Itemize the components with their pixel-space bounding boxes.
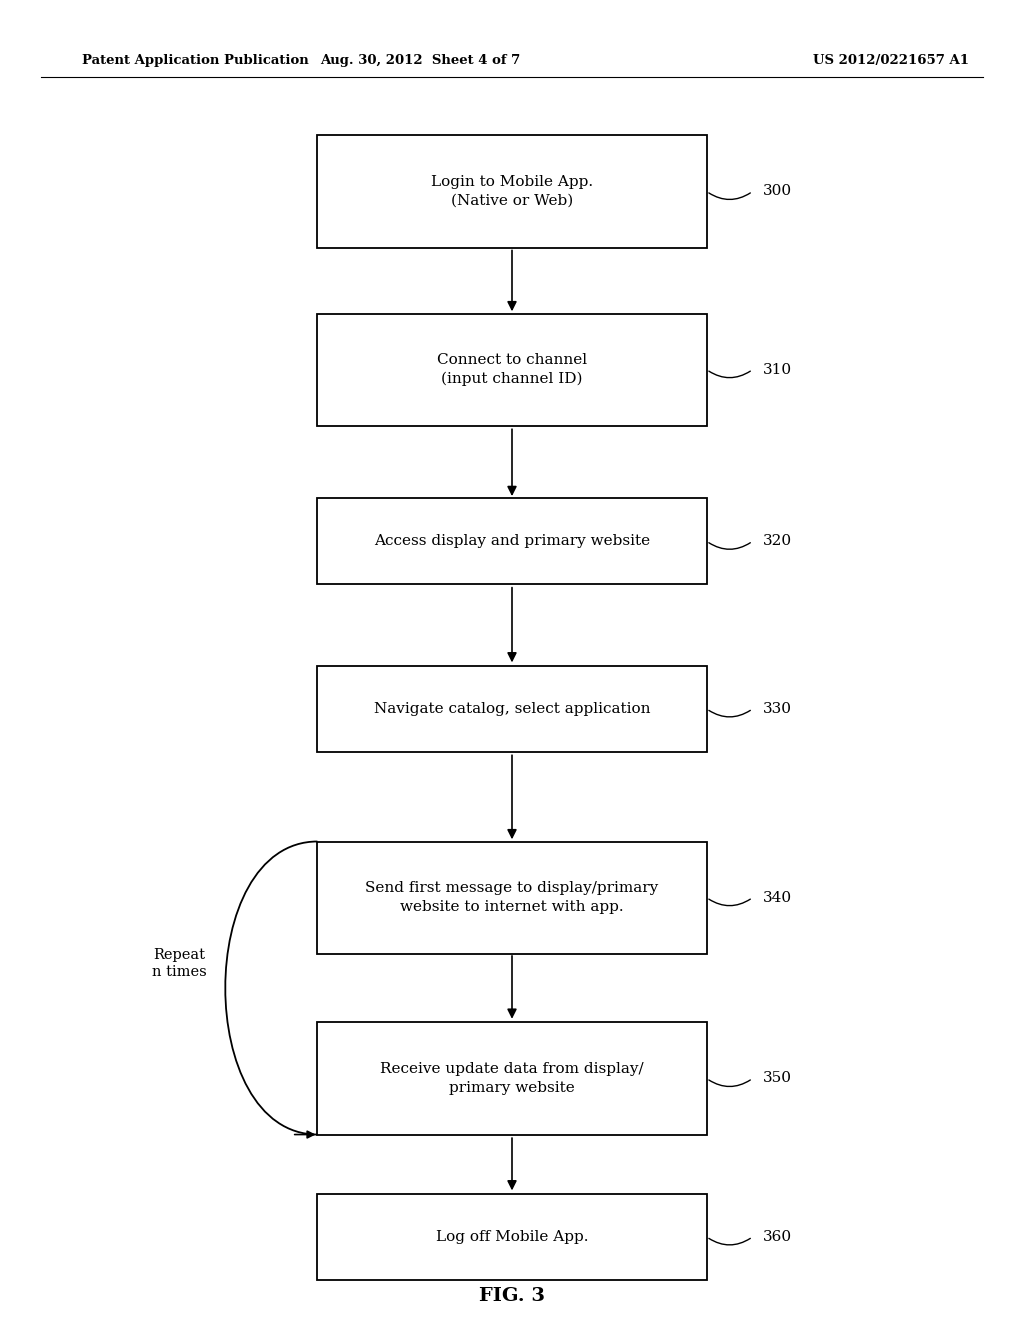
Text: 310: 310 (763, 363, 792, 376)
FancyBboxPatch shape (317, 1022, 707, 1135)
FancyBboxPatch shape (317, 498, 707, 583)
Text: 360: 360 (763, 1230, 792, 1243)
Text: Connect to channel
(input channel ID): Connect to channel (input channel ID) (437, 354, 587, 385)
Text: Access display and primary website: Access display and primary website (374, 535, 650, 548)
FancyBboxPatch shape (317, 667, 707, 752)
Text: Aug. 30, 2012  Sheet 4 of 7: Aug. 30, 2012 Sheet 4 of 7 (319, 54, 520, 67)
Text: Navigate catalog, select application: Navigate catalog, select application (374, 702, 650, 715)
Text: 340: 340 (763, 891, 792, 904)
FancyBboxPatch shape (317, 135, 707, 248)
Text: Send first message to display/primary
website to internet with app.: Send first message to display/primary we… (366, 882, 658, 913)
Text: Receive update data from display/
primary website: Receive update data from display/ primar… (380, 1063, 644, 1094)
Text: FIG. 3: FIG. 3 (479, 1287, 545, 1305)
FancyBboxPatch shape (317, 314, 707, 425)
Text: 300: 300 (763, 185, 792, 198)
Text: US 2012/0221657 A1: US 2012/0221657 A1 (813, 54, 969, 67)
Text: 330: 330 (763, 702, 792, 715)
Text: 320: 320 (763, 535, 792, 548)
FancyBboxPatch shape (317, 1193, 707, 1280)
Text: Repeat
n times: Repeat n times (152, 948, 207, 979)
Text: Patent Application Publication: Patent Application Publication (82, 54, 308, 67)
Text: Log off Mobile App.: Log off Mobile App. (436, 1230, 588, 1243)
FancyBboxPatch shape (317, 842, 707, 953)
Text: 350: 350 (763, 1072, 792, 1085)
Text: Login to Mobile App.
(Native or Web): Login to Mobile App. (Native or Web) (431, 176, 593, 207)
